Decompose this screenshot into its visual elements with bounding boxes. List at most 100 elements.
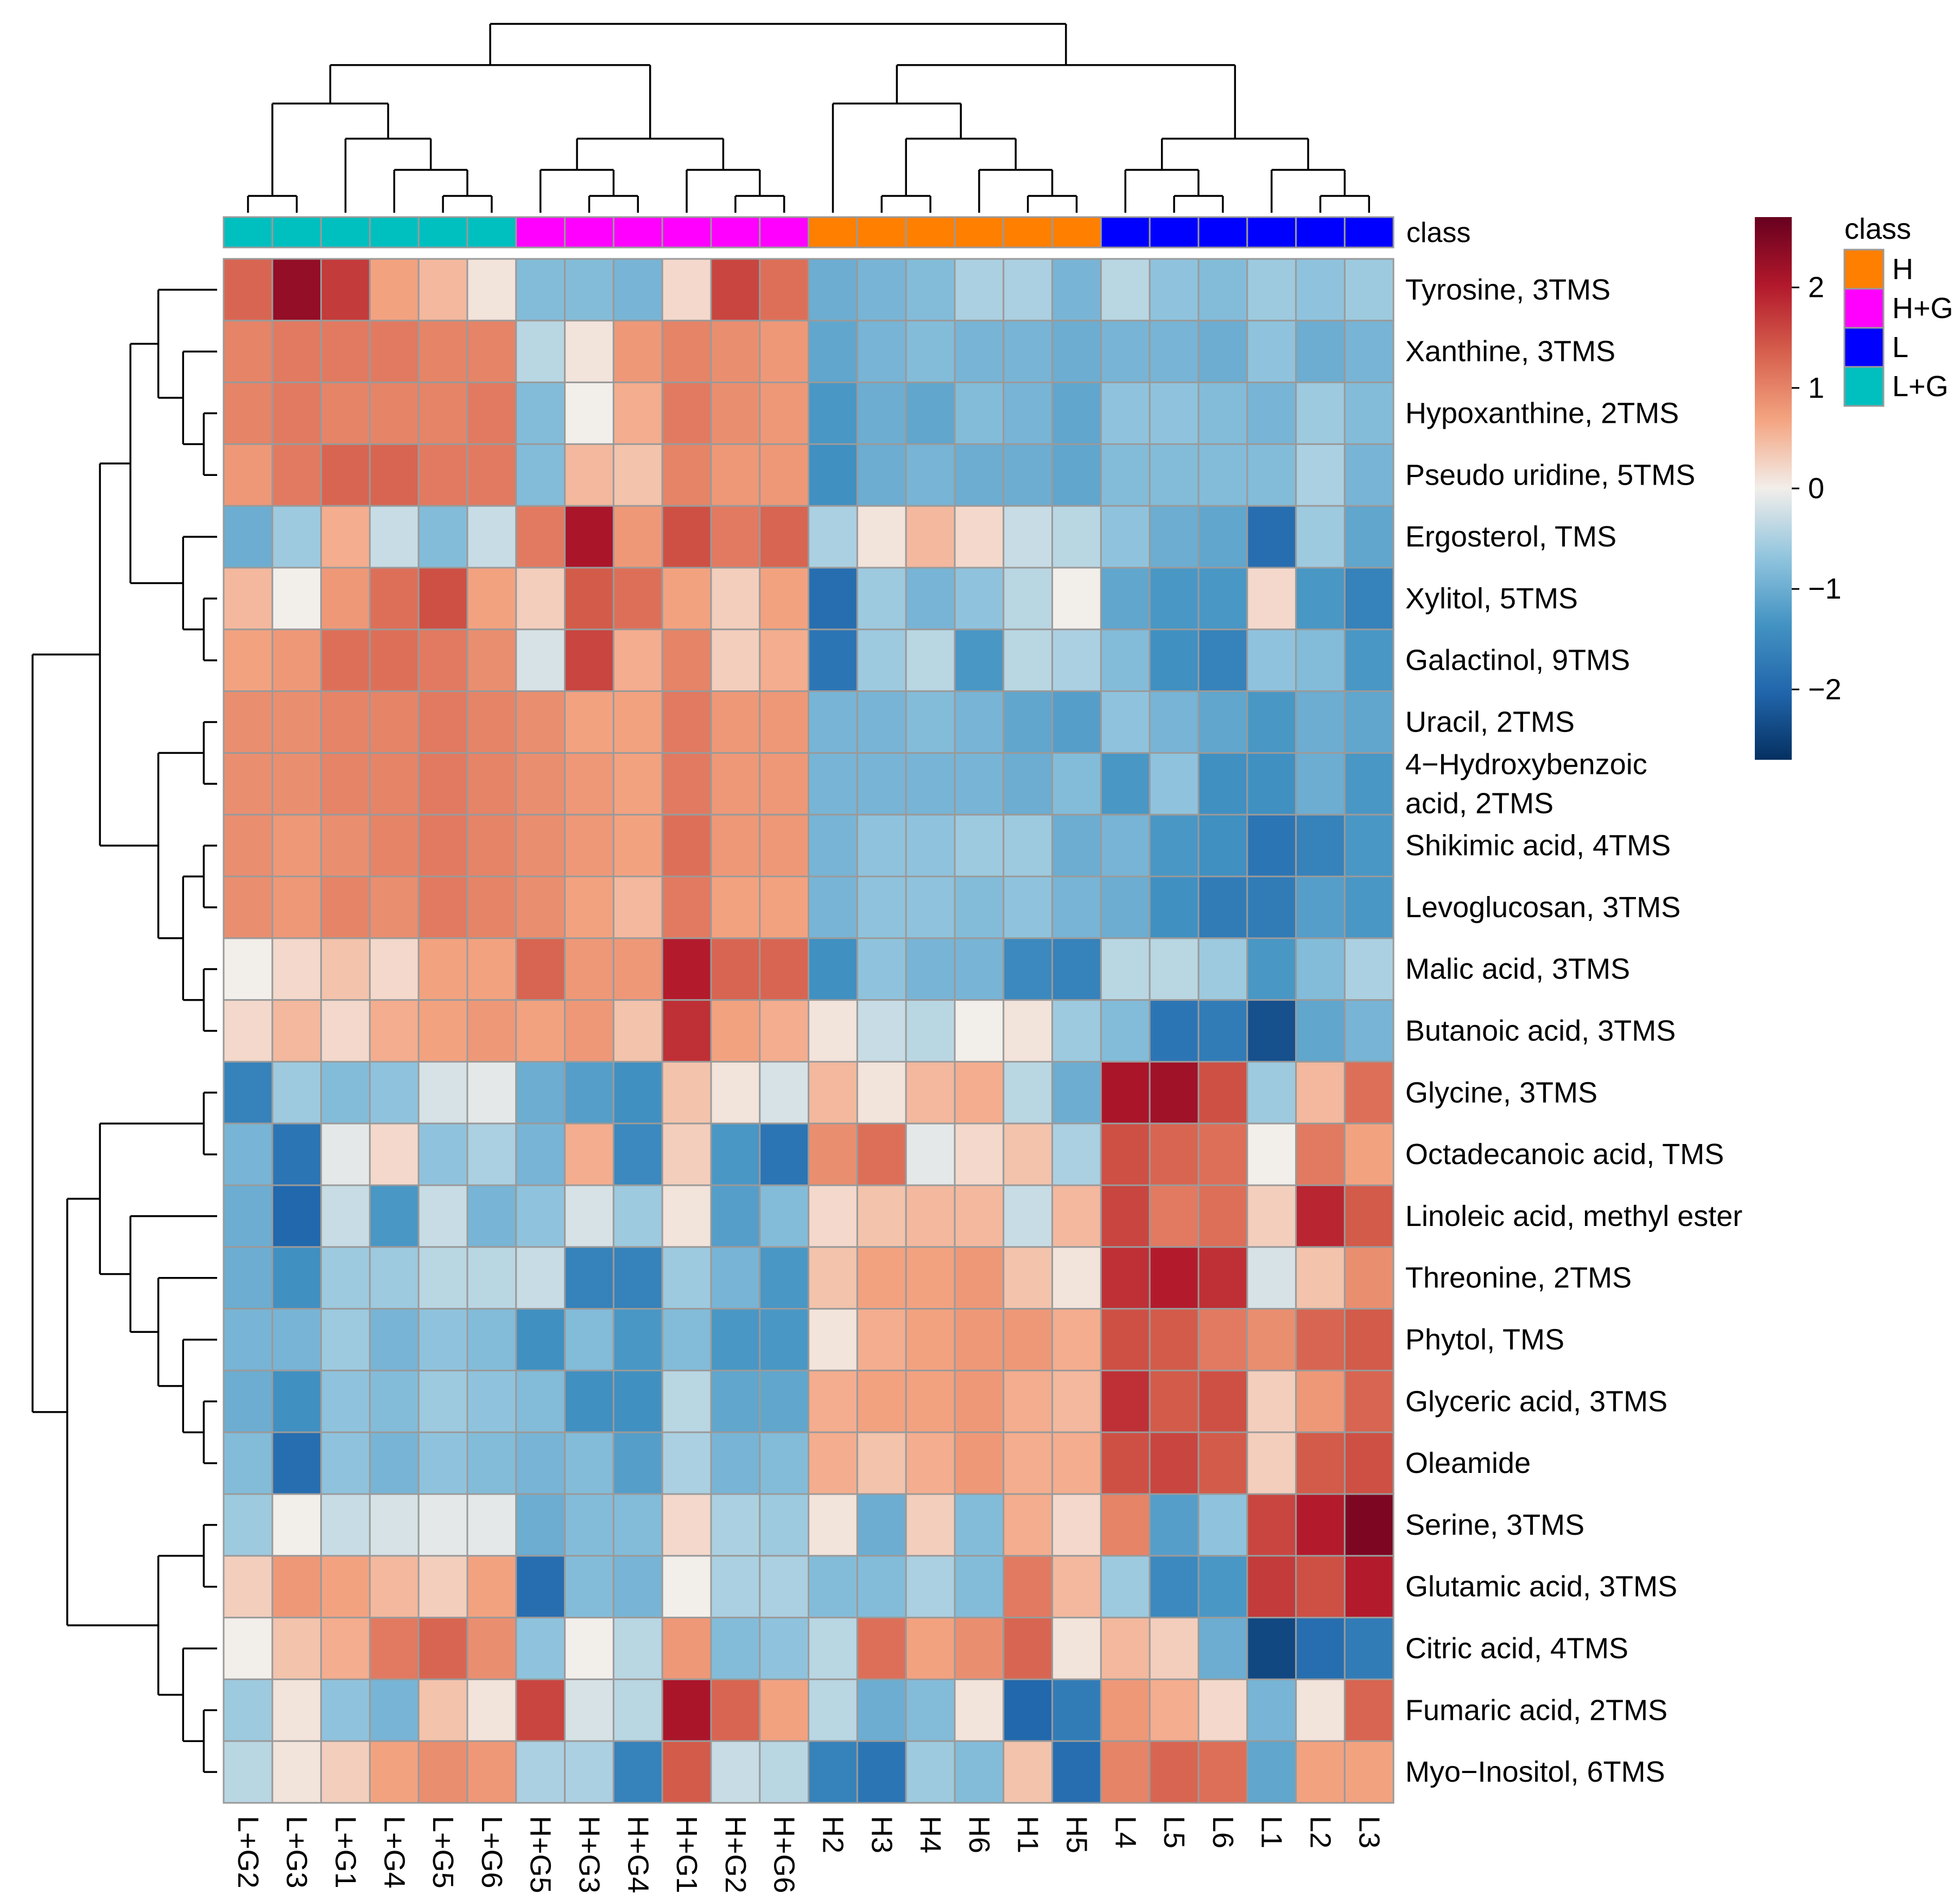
heatmap-cell <box>1100 690 1151 754</box>
heatmap-cell <box>954 1308 1005 1371</box>
heatmap-cell <box>1197 1308 1248 1371</box>
heatmap-cell <box>661 999 712 1063</box>
heatmap-cell <box>515 1060 566 1124</box>
heatmap-cell <box>223 443 274 507</box>
heatmap-cell <box>856 1246 907 1310</box>
heatmap-cell <box>856 320 907 384</box>
heatmap-cell <box>320 505 371 569</box>
heatmap-cell <box>320 875 371 939</box>
heatmap-cell <box>1197 999 1248 1063</box>
heatmap-cell <box>759 875 810 939</box>
heatmap-cell <box>759 567 810 631</box>
heatmap-cell <box>1295 937 1346 1001</box>
heatmap-cell <box>1149 1493 1200 1557</box>
heatmap-cell <box>1003 752 1054 816</box>
heatmap-cell <box>905 505 956 569</box>
heatmap-cell <box>466 1431 517 1495</box>
heatmap-cell <box>1003 937 1054 1001</box>
heatmap-cell <box>369 443 420 507</box>
row-dendrogram <box>31 289 217 1773</box>
heatmap-cell <box>1295 1060 1346 1124</box>
heatmap-cell <box>1051 1617 1102 1680</box>
heatmap-cell <box>759 505 810 569</box>
heatmap-cell <box>1149 752 1200 816</box>
heatmap-cell <box>515 1740 566 1804</box>
heatmap-cell <box>759 1369 810 1433</box>
column-label: H+G2 <box>719 1816 752 1893</box>
heatmap-cell <box>1197 875 1248 939</box>
heatmap-cell <box>271 320 322 384</box>
class-track-cell <box>271 216 322 249</box>
heatmap-cell <box>466 752 517 816</box>
heatmap-cell <box>661 443 712 507</box>
heatmap-cell <box>710 752 761 816</box>
heatmap-cell <box>661 1060 712 1124</box>
heatmap-cell <box>1149 505 1200 569</box>
heatmap-cell <box>369 505 420 569</box>
heatmap-cell <box>808 752 858 816</box>
heatmap-cell <box>1003 505 1054 569</box>
class-legend-label: L <box>1892 331 1908 364</box>
heatmap-cell <box>564 1184 614 1248</box>
heatmap-cell <box>1295 320 1346 384</box>
heatmap-cell <box>1100 382 1151 445</box>
heatmap-cell <box>1246 1617 1297 1680</box>
heatmap-cell <box>369 1060 420 1124</box>
heatmap-cell <box>905 814 956 878</box>
column-label: H6 <box>963 1816 995 1853</box>
heatmap-cell <box>710 875 761 939</box>
heatmap-cell <box>466 505 517 569</box>
class-track-cell <box>612 216 663 249</box>
row-label: Levoglucosan, 3TMS <box>1405 891 1680 924</box>
heatmap-cell <box>466 567 517 631</box>
heatmap-cell <box>1100 1184 1151 1248</box>
heatmap-cell <box>320 1555 371 1619</box>
row-label: Citric acid, 4TMS <box>1405 1632 1628 1665</box>
heatmap-cell <box>417 382 468 445</box>
heatmap-cell <box>223 258 274 322</box>
heatmap-cell <box>954 567 1005 631</box>
heatmap-cell <box>564 999 614 1063</box>
heatmap-cell <box>661 382 712 445</box>
heatmap-cell <box>1343 1308 1394 1371</box>
heatmap-cell <box>1100 999 1151 1063</box>
heatmap-cell <box>515 382 566 445</box>
heatmap-cell <box>1100 1060 1151 1124</box>
heatmap-cell <box>1051 1431 1102 1495</box>
heatmap-cell <box>1003 628 1054 692</box>
heatmap-cell <box>1003 1184 1054 1248</box>
heatmap-cell <box>710 382 761 445</box>
heatmap-cell <box>1197 1184 1248 1248</box>
heatmap-cell <box>271 1184 322 1248</box>
column-label: H+G1 <box>670 1816 703 1893</box>
heatmap-cell <box>905 1493 956 1557</box>
heatmap-cell <box>954 505 1005 569</box>
heatmap-cell <box>369 1369 420 1433</box>
heatmap-cell <box>1246 999 1297 1063</box>
heatmap-cell <box>1295 1369 1346 1433</box>
heatmap-cell <box>954 937 1005 1001</box>
heatmap-cell <box>612 1246 663 1310</box>
heatmap-cell <box>808 1369 858 1433</box>
heatmap-cell <box>466 690 517 754</box>
heatmap-cell <box>369 999 420 1063</box>
heatmap-cell <box>466 999 517 1063</box>
heatmap-cell <box>1003 875 1054 939</box>
heatmap-cell <box>710 1740 761 1804</box>
heatmap-cell <box>369 1184 420 1248</box>
heatmap-cell <box>905 1740 956 1804</box>
heatmap-cell <box>808 505 858 569</box>
heatmap-cell <box>759 999 810 1063</box>
heatmap-cell <box>271 1617 322 1680</box>
heatmap-cell <box>1197 1740 1248 1804</box>
heatmap-cell <box>1343 999 1394 1063</box>
heatmap-cell <box>612 567 663 631</box>
heatmap-cell <box>466 382 517 445</box>
heatmap-cell <box>1051 1493 1102 1557</box>
heatmap-cell <box>466 1246 517 1310</box>
heatmap-cell <box>1100 937 1151 1001</box>
heatmap-cell <box>564 1431 614 1495</box>
heatmap-cell <box>856 567 907 631</box>
heatmap-cell <box>466 814 517 878</box>
heatmap-cell <box>1149 1184 1200 1248</box>
